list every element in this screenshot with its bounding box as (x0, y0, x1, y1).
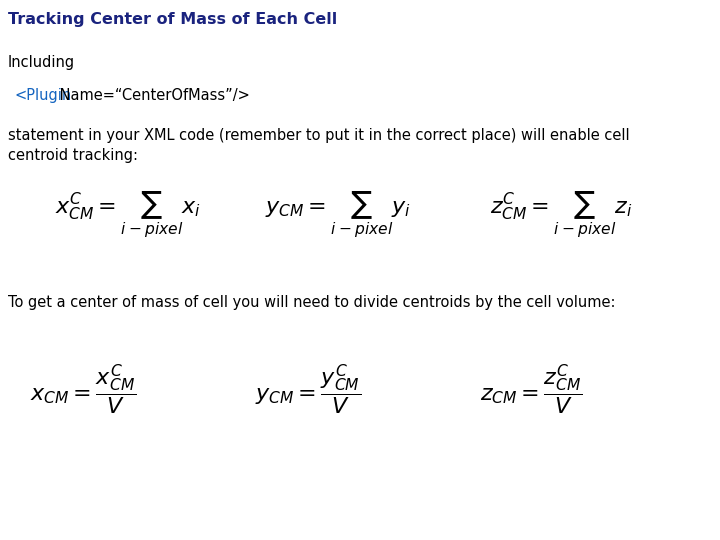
Text: $z^C_{CM} = \sum_{i-pixel} z_i$: $z^C_{CM} = \sum_{i-pixel} z_i$ (490, 190, 633, 240)
Text: <Plugin: <Plugin (14, 88, 71, 103)
Text: To get a center of mass of cell you will need to divide centroids by the cell vo: To get a center of mass of cell you will… (8, 295, 616, 310)
Text: $x^C_{CM} = \sum_{i-pixel} x_i$: $x^C_{CM} = \sum_{i-pixel} x_i$ (55, 190, 201, 240)
Text: $y_{CM} = \sum_{i-pixel} y_i$: $y_{CM} = \sum_{i-pixel} y_i$ (265, 190, 411, 240)
Text: Tracking Center of Mass of Each Cell: Tracking Center of Mass of Each Cell (8, 12, 337, 27)
Text: centroid tracking:: centroid tracking: (8, 148, 138, 163)
Text: Including: Including (8, 55, 75, 70)
Text: $z_{CM} = \dfrac{z^C_{CM}}{V}$: $z_{CM} = \dfrac{z^C_{CM}}{V}$ (480, 363, 582, 417)
Text: $x_{CM} = \dfrac{x^C_{CM}}{V}$: $x_{CM} = \dfrac{x^C_{CM}}{V}$ (30, 363, 136, 417)
Text: statement in your XML code (remember to put it in the correct place) will enable: statement in your XML code (remember to … (8, 128, 629, 143)
Text: Name=“CenterOfMass”/>: Name=“CenterOfMass”/> (55, 88, 250, 103)
Text: $y_{CM} = \dfrac{y^C_{CM}}{V}$: $y_{CM} = \dfrac{y^C_{CM}}{V}$ (255, 363, 361, 417)
